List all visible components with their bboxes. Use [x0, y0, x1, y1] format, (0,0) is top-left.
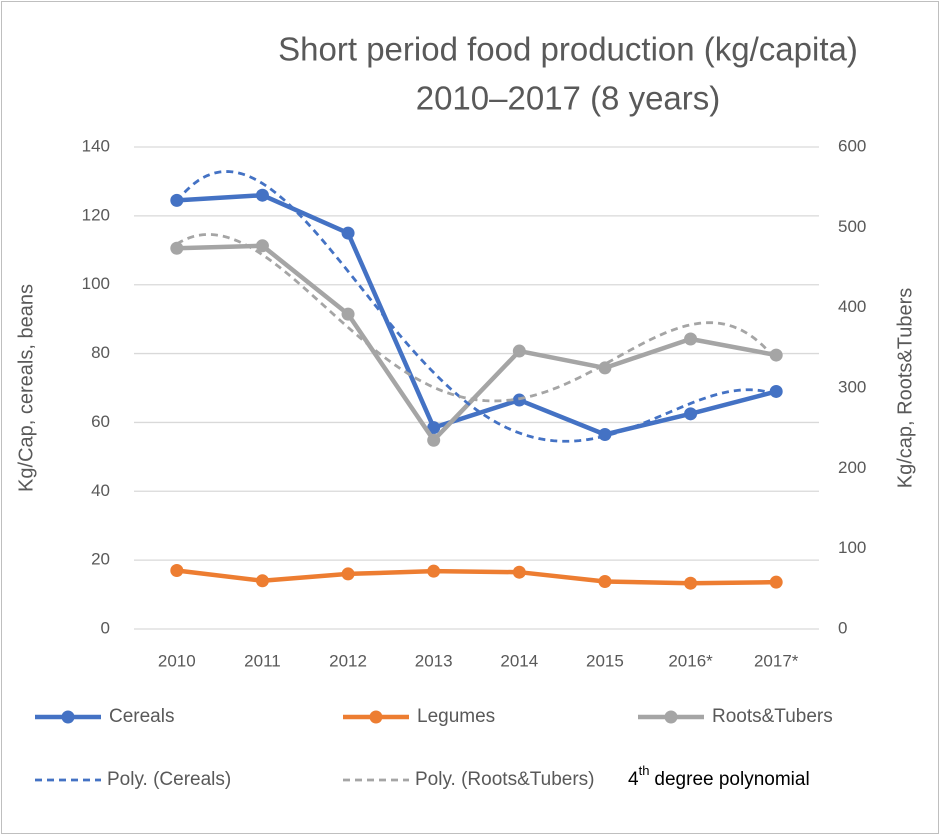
annotation-text: degree polynomial — [654, 769, 809, 790]
y-axis-label: Kg/Cap, cereals, beans — [15, 284, 37, 492]
y2-tick-label: 500 — [838, 217, 866, 236]
y2-tick-label: 100 — [838, 538, 866, 557]
chart-subtitle: 2010–2017 (8 years) — [416, 80, 721, 117]
legend-label: Legumes — [417, 706, 495, 727]
x-tick-label: 2017* — [754, 651, 799, 670]
y-tick-label: 40 — [91, 481, 110, 500]
y-tick-label: 20 — [91, 550, 110, 569]
legend-label: Poly. (Roots&Tubers) — [415, 769, 595, 790]
legend-label: Roots&Tubers — [712, 706, 833, 727]
data-point — [769, 348, 783, 362]
y-tick-label: 100 — [82, 274, 110, 293]
x-tick-label: 2011 — [244, 651, 281, 670]
legend-marker — [369, 710, 383, 724]
annotation-base: 4 — [628, 769, 639, 790]
data-point — [427, 421, 441, 435]
y2-tick-label: 300 — [838, 377, 866, 396]
data-point — [769, 384, 783, 398]
legend-marker — [664, 710, 678, 724]
x-tick-label: 2013 — [415, 651, 453, 670]
data-point — [598, 427, 612, 441]
x-tick-label: 2010 — [158, 651, 196, 670]
x-tick-label: 2014 — [500, 651, 538, 670]
data-point — [427, 433, 441, 447]
data-point — [684, 576, 698, 590]
data-point — [341, 307, 355, 321]
data-point — [427, 564, 441, 578]
chart-title: Short period food production (kg/capita) — [278, 31, 858, 68]
y2-tick-label: 600 — [838, 136, 866, 155]
x-tick-label: 2015 — [586, 651, 624, 670]
data-point — [769, 575, 783, 589]
series-line — [176, 192, 777, 437]
y2-tick-label: 400 — [838, 297, 866, 316]
y-tick-label: 120 — [82, 205, 110, 224]
data-point — [512, 565, 526, 579]
legend-label: Poly. (Cereals) — [107, 769, 231, 790]
y-tick-label: 140 — [82, 136, 110, 155]
data-point — [170, 563, 184, 577]
x-tick-label: 2016* — [668, 651, 713, 670]
series-line — [176, 243, 777, 443]
legend-label: Cereals — [109, 706, 174, 727]
data-point — [341, 567, 355, 581]
data-point — [598, 574, 612, 588]
y-tick-label: 80 — [91, 343, 110, 362]
series-line — [176, 568, 777, 586]
trendline — [176, 233, 778, 403]
data-point — [684, 407, 698, 421]
y2-tick-label: 0 — [838, 618, 847, 637]
y2-axis-label: Kg/cap, Roots&Tubers — [894, 288, 916, 488]
trendline — [175, 170, 777, 443]
legend-marker — [61, 710, 75, 724]
x-tick-label: 2012 — [329, 651, 367, 670]
data-point — [255, 188, 269, 202]
data-point — [255, 239, 269, 253]
data-point — [341, 226, 355, 240]
y2-tick-label: 200 — [838, 458, 866, 477]
y-tick-label: 0 — [101, 618, 110, 637]
y-tick-label: 60 — [91, 412, 110, 431]
data-point — [170, 241, 184, 255]
annotation-superscript: th — [639, 763, 650, 778]
data-point — [684, 332, 698, 346]
annotation: 4th degree polynomial — [628, 763, 810, 790]
data-point — [255, 574, 269, 588]
data-point — [512, 344, 526, 358]
